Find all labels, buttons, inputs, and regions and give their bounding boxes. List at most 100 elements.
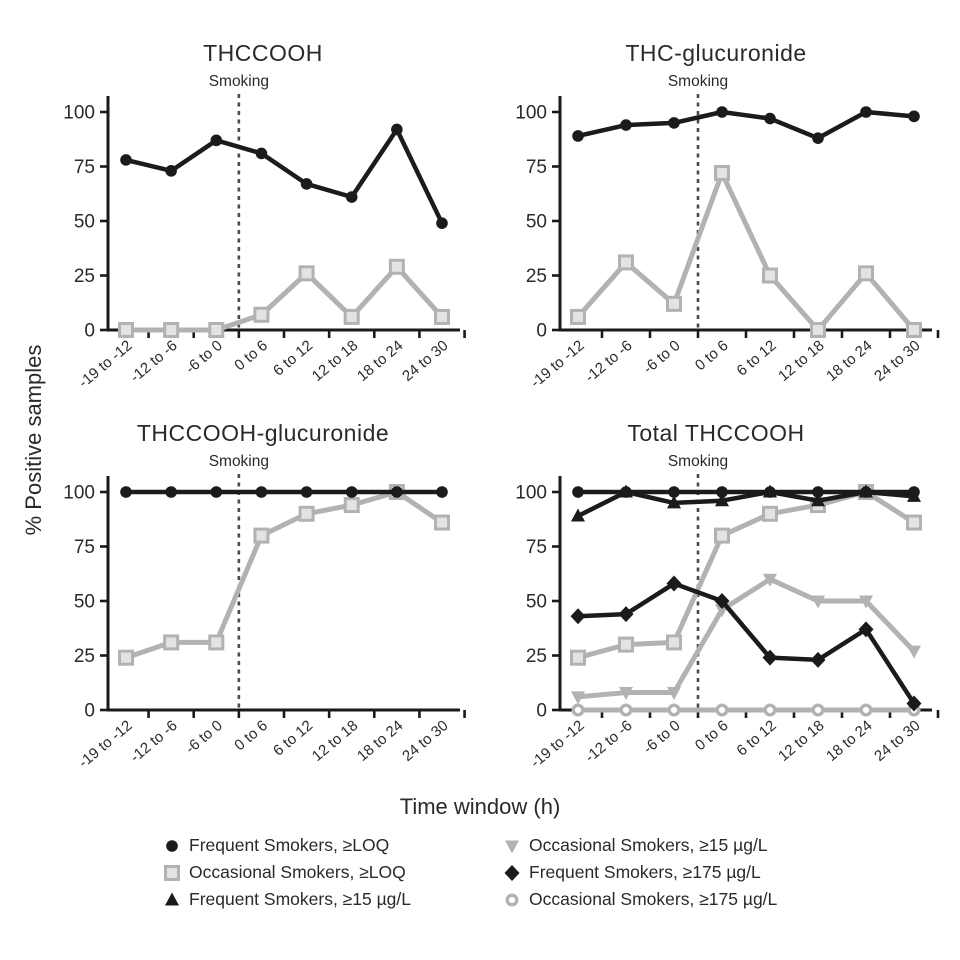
diamond-marker-icon xyxy=(762,649,778,666)
circle-filled-marker-icon xyxy=(716,106,728,118)
square-open-marker-icon xyxy=(762,267,778,284)
circle-filled-marker-icon xyxy=(300,178,313,190)
x-tick-label: -6 to 0 xyxy=(182,717,226,757)
circle-filled-marker-icon xyxy=(300,486,313,498)
circle-filled-marker-icon xyxy=(345,486,358,498)
triangle-up-marker-icon xyxy=(811,493,825,507)
y-tick-label: 75 xyxy=(74,157,95,178)
square-open-marker-icon xyxy=(906,514,922,531)
triangle-up-filled-icon xyxy=(165,892,179,905)
circle-filled-marker-icon xyxy=(572,486,584,498)
y-tick-label: 50 xyxy=(74,592,95,613)
circle-filled-marker-icon xyxy=(255,147,268,160)
circle-open-marker-icon xyxy=(763,703,777,717)
square-open-marker-icon xyxy=(570,308,586,325)
y-tick-label: 50 xyxy=(74,212,95,233)
x-tick-label: -6 to 0 xyxy=(640,337,684,377)
x-tick-label: 24 to 30 xyxy=(399,337,451,385)
x-tick-label: 0 to 6 xyxy=(231,337,271,374)
series-square-open xyxy=(570,165,922,338)
triangle-up-marker-icon xyxy=(715,493,729,507)
circle-open-marker-icon xyxy=(505,892,519,907)
legend-item: Frequent Smokers, ≥LOQ xyxy=(162,832,502,859)
triangle-down-marker-icon xyxy=(571,691,585,705)
y-tick-label: 75 xyxy=(526,537,547,558)
x-tick-label: 12 to 18 xyxy=(775,337,827,385)
x-tick-label: -19 to -12 xyxy=(527,337,587,391)
circle-filled-marker-icon xyxy=(716,486,728,498)
legend-item-label: Frequent Smokers, ≥15 µg/L xyxy=(189,889,412,909)
triangle-down-marker-icon xyxy=(667,687,681,701)
series-line xyxy=(576,170,916,333)
x-tick-label: -12 to -6 xyxy=(127,337,181,386)
legend-item-label: Frequent Smokers, ≥LOQ xyxy=(189,835,390,855)
circle-filled-marker-icon xyxy=(860,106,872,118)
circle-filled-icon xyxy=(166,839,178,852)
square-open-marker-icon xyxy=(208,322,225,338)
series-line xyxy=(577,581,916,705)
triangle-down-marker-icon xyxy=(859,595,873,609)
x-tick-label: 12 to 18 xyxy=(309,717,361,765)
circle-filled-marker-icon xyxy=(210,134,223,147)
square-open-marker-icon xyxy=(434,308,450,325)
legend-column-1: Frequent Smokers, ≥LOQ Occasional Smokers… xyxy=(162,832,502,913)
panel-total-thccooh: Total THCCOOH 0 25 50 75 100 -19 to -12 -12 to… xyxy=(492,420,940,793)
y-tick-label: 50 xyxy=(526,592,547,613)
circle-filled-marker-icon xyxy=(436,217,448,229)
x-tick-label: 24 to 30 xyxy=(399,717,451,765)
triangle-down-marker-icon xyxy=(811,595,825,609)
legend-item: Frequent Smokers, ≥15 µg/L xyxy=(162,886,502,913)
circle-filled-marker-icon xyxy=(812,486,824,498)
circle-open-marker-icon xyxy=(715,703,729,717)
panel-thccooh: THCCOOH 0 25 50 75 100 -19 to -12 -12 to -6 -6 … xyxy=(58,40,468,413)
x-tick-label: 6 to 12 xyxy=(734,717,780,760)
circle-filled-marker-icon xyxy=(166,839,178,852)
circle-open-marker-icon xyxy=(667,703,681,717)
y-tick-label: 25 xyxy=(526,646,547,667)
circle-filled-marker-icon xyxy=(436,486,448,498)
series-circle-filled xyxy=(572,106,920,144)
panel-title-thccooh: THCCOOH xyxy=(203,40,323,66)
series-circle-filled xyxy=(120,123,448,229)
circle-filled-marker-icon xyxy=(391,123,403,136)
y-tick-label: 100 xyxy=(515,103,547,124)
x-tick-label: 12 to 18 xyxy=(775,717,827,765)
y-tick-label: 0 xyxy=(84,321,95,342)
legend-item-label: Occasional Smokers, ≥175 µg/L xyxy=(529,889,778,909)
square-open-marker-icon xyxy=(118,649,134,666)
square-open-marker-icon xyxy=(618,254,634,271)
y-tick-label: 0 xyxy=(84,701,95,722)
square-open-marker-icon xyxy=(298,265,315,282)
square-open-marker-icon xyxy=(343,308,360,325)
diamond-marker-icon xyxy=(810,651,826,668)
x-tick-label: -19 to -12 xyxy=(527,717,587,771)
circle-filled-marker-icon xyxy=(908,110,920,123)
series-line xyxy=(577,109,915,141)
x-tick-label: 6 to 12 xyxy=(734,337,780,380)
diamond-marker-icon xyxy=(906,695,922,712)
square-open-marker-icon xyxy=(253,306,270,323)
y-tick-label: 25 xyxy=(74,266,95,287)
circle-filled-marker-icon xyxy=(345,191,358,203)
diamond-marker-icon xyxy=(618,606,634,623)
diamond-marker-icon xyxy=(504,864,520,881)
circle-open-marker-icon xyxy=(811,703,825,717)
series-diamond-filled xyxy=(570,575,922,712)
square-open-marker-icon xyxy=(618,636,634,653)
circle-filled-marker-icon xyxy=(668,486,680,498)
series-line xyxy=(126,264,444,333)
x-tick-label: -12 to -6 xyxy=(127,717,181,766)
y-tick-label: 75 xyxy=(526,157,547,178)
x-tick-label: -19 to -12 xyxy=(75,717,135,771)
legend: Frequent Smokers, ≥LOQ Occasional Smokers… xyxy=(162,832,777,913)
y-tick-label: 25 xyxy=(526,266,547,287)
series-line xyxy=(577,576,916,700)
series-line xyxy=(125,127,445,225)
y-tick-label: 100 xyxy=(63,483,95,504)
panel-thccooh-glucuronide: THCCOOH-glucuronide 0 25 50 75 100 -19 to -12… xyxy=(58,420,468,793)
series-triangle-down-filled xyxy=(571,573,921,705)
